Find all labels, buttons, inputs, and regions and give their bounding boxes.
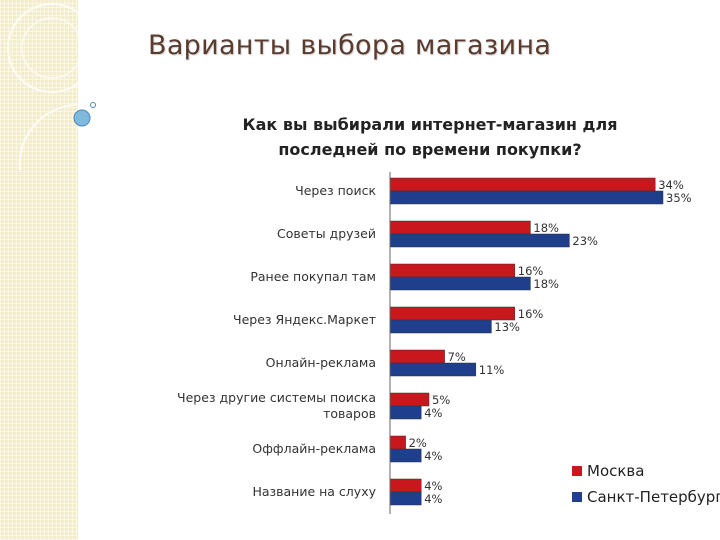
value-label: 7% xyxy=(448,350,466,364)
value-label: 5% xyxy=(432,393,450,407)
legend-label-moscow: Москва xyxy=(587,462,645,480)
value-label: 4% xyxy=(424,492,442,506)
value-label: 16% xyxy=(518,307,544,321)
legend-label-spb: Санкт-Петербург xyxy=(587,488,720,506)
value-label: 23% xyxy=(572,234,598,248)
legend-swatch-spb xyxy=(572,492,582,502)
bar-moscow xyxy=(389,392,430,407)
bar-moscow xyxy=(389,220,531,235)
value-label: 13% xyxy=(494,320,520,334)
chart-legend: Москва Санкт-Петербург xyxy=(572,458,720,510)
bar-spb xyxy=(389,448,422,463)
value-label: 11% xyxy=(479,363,505,377)
value-label: 2% xyxy=(409,436,427,450)
value-label: 18% xyxy=(533,277,559,291)
category-label: Через поиск xyxy=(295,183,376,198)
bar-moscow xyxy=(389,478,422,493)
value-label: 18% xyxy=(533,221,559,235)
bar-spb xyxy=(389,233,570,248)
bar-moscow xyxy=(389,349,445,364)
category-label: Онлайн-реклама xyxy=(266,355,376,370)
legend-item-moscow: Москва xyxy=(572,458,720,484)
value-label: 35% xyxy=(666,191,692,205)
category-label: Название на слуху xyxy=(252,484,376,499)
category-label: Ранее покупал там xyxy=(250,269,376,284)
bar-spb xyxy=(389,319,492,334)
bar-moscow xyxy=(389,177,656,192)
value-label: 4% xyxy=(424,479,442,493)
chart-title: Как вы выбирали интернет-магазин для пос… xyxy=(242,115,618,159)
bar-spb xyxy=(389,405,422,420)
bar-spb xyxy=(389,491,422,506)
category-label: Оффлайн-реклама xyxy=(252,441,376,456)
legend-swatch-moscow xyxy=(572,466,582,476)
value-label: 4% xyxy=(424,449,442,463)
bar-moscow xyxy=(389,263,516,278)
bar-spb xyxy=(389,276,531,291)
category-label: Через другие системы поиска товаров xyxy=(177,390,376,421)
slide-title: Варианты выбора магазина xyxy=(148,30,552,61)
bar-spb xyxy=(389,362,477,377)
decorative-circles xyxy=(7,3,121,171)
value-label: 34% xyxy=(658,178,684,192)
bar-spb xyxy=(389,190,664,205)
value-label: 4% xyxy=(424,406,442,420)
category-label: Советы друзей xyxy=(277,226,376,241)
bar-moscow xyxy=(389,306,516,321)
bar-moscow xyxy=(389,435,406,450)
category-label: Через Яндекс.Маркет xyxy=(233,312,376,327)
value-label: 16% xyxy=(518,264,544,278)
legend-item-spb: Санкт-Петербург xyxy=(572,484,720,510)
